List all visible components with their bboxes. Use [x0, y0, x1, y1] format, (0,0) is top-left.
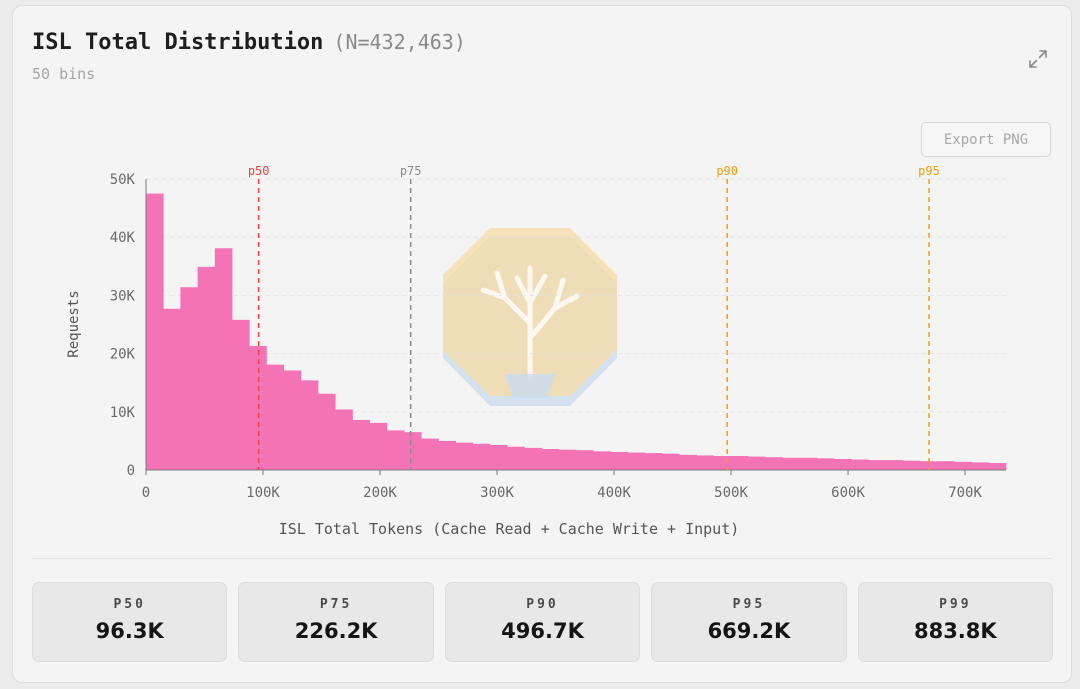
- y-tick-label: 0: [127, 463, 135, 479]
- histogram-bar: [163, 308, 181, 470]
- histogram-bar: [232, 319, 250, 470]
- stat-label: P99: [939, 597, 972, 612]
- sample-count: (N=432,463): [333, 30, 466, 54]
- y-tick-label: 50K: [110, 172, 136, 188]
- histogram-bar: [283, 370, 302, 470]
- divider: [32, 558, 1052, 559]
- histogram-bar: [438, 440, 456, 470]
- histogram-bar: [266, 364, 284, 470]
- stat-label: P50: [113, 597, 146, 612]
- histogram-bar: [799, 457, 818, 470]
- histogram-bar: [679, 454, 697, 470]
- chart-title: ISL Total Distribution: [32, 30, 324, 55]
- histogram-bar: [146, 193, 164, 471]
- histogram-bar: [386, 430, 405, 470]
- y-tick-label: 10K: [110, 405, 136, 421]
- histogram-bar: [902, 460, 921, 470]
- histogram-bar: [954, 461, 972, 470]
- percentile-label-p75: p75: [400, 164, 422, 178]
- stat-card-p75: P75 226.2K: [238, 582, 434, 662]
- chart-card: ISL Total Distribution (N=432,463) 50 bin…: [12, 5, 1072, 683]
- stat-value: 96.3K: [95, 619, 164, 643]
- histogram-bar: [696, 455, 714, 470]
- histogram-bar: [541, 449, 560, 470]
- histogram-bar: [180, 287, 198, 470]
- histogram-bar: [851, 459, 869, 470]
- histogram-bar: [713, 456, 732, 470]
- stat-card-p50: P50 96.3K: [32, 582, 228, 662]
- histogram-bar: [748, 456, 766, 470]
- histogram-chart: 0 10K 20K 30K 40K 50K 0 100K 200K 300K 400K 500K 600…: [66, 164, 1007, 538]
- x-axis-label: ISL Total Tokens (Cache Read + Cache Wri…: [279, 520, 740, 538]
- x-tick-label: 300K: [480, 485, 514, 501]
- percentile-label-p95: p95: [918, 164, 940, 178]
- stat-value: 669.2K: [707, 619, 791, 643]
- histogram-bar: [335, 409, 353, 470]
- percentile-label-p90: p90: [716, 164, 738, 178]
- y-tick-label: 20K: [110, 347, 136, 363]
- histogram-bar: [558, 449, 577, 470]
- histogram-bar: [662, 453, 680, 470]
- stat-card-p99: P99 883.8K: [857, 582, 1054, 662]
- histogram-bar: [369, 422, 388, 470]
- y-tick-label: 40K: [110, 230, 136, 246]
- x-tick-label: 500K: [714, 485, 748, 501]
- bins-subtitle: 50 bins: [32, 65, 96, 83]
- histogram-bar: [782, 457, 800, 470]
- histogram-bar: [593, 451, 611, 470]
- histogram-bar: [472, 443, 491, 470]
- title-row: ISL Total Distribution (N=432,463): [32, 30, 466, 55]
- expand-button[interactable]: [1023, 44, 1053, 74]
- histogram-bar: [885, 460, 904, 470]
- stat-value: 883.8K: [913, 619, 997, 643]
- histogram-bar: [868, 460, 886, 470]
- histogram-bar: [937, 461, 955, 470]
- export-png-button[interactable]: Export PNG: [921, 122, 1051, 157]
- histogram-bar: [610, 451, 628, 470]
- x-tick-label: 200K: [363, 485, 397, 501]
- x-tick-label: 0: [142, 485, 150, 501]
- histogram-bar: [627, 452, 646, 470]
- histogram-bar: [920, 461, 938, 470]
- stat-value: 496.7K: [501, 619, 584, 643]
- histogram-bar: [971, 462, 990, 470]
- stat-card-p95: P95 669.2K: [651, 582, 847, 662]
- histogram-bar: [816, 458, 835, 470]
- histogram-bar: [300, 380, 319, 470]
- histogram-bar: [524, 447, 542, 470]
- histogram-bar: [576, 450, 594, 470]
- percentile-label-p50: p50: [248, 164, 270, 178]
- x-tick-label: 100K: [246, 485, 280, 501]
- histogram-bar: [214, 248, 233, 470]
- histogram-bar: [318, 393, 336, 470]
- stat-label: P95: [732, 597, 766, 612]
- histogram-bar: [455, 442, 474, 470]
- stat-label: P75: [319, 597, 353, 612]
- histogram-bar: [421, 438, 439, 470]
- histogram-bar: [730, 456, 749, 470]
- expand-icon: [1029, 50, 1047, 68]
- x-tick-label: 700K: [948, 485, 982, 501]
- histogram-bar: [765, 457, 783, 470]
- stat-value: 226.2K: [294, 619, 378, 643]
- histogram-bar: [404, 432, 422, 470]
- histogram-bar: [352, 419, 370, 470]
- histogram-bar: [490, 444, 508, 470]
- x-tick-label: 400K: [597, 485, 631, 501]
- percentile-stats: P50 96.3K P75 226.2K P90 496.7K P95 669.…: [32, 582, 1054, 662]
- stat-card-p90: P90 496.7K: [444, 582, 641, 662]
- x-tick-label: 600K: [831, 485, 865, 501]
- histogram-bar: [507, 446, 525, 470]
- y-tick-label: 30K: [110, 288, 136, 304]
- histogram-bar: [644, 453, 663, 470]
- y-axis-label: Requests: [66, 290, 82, 357]
- stat-label: P90: [526, 597, 559, 612]
- histogram-bar: [988, 463, 1007, 470]
- histogram-bar: [197, 266, 216, 470]
- histogram-bar: [834, 458, 852, 470]
